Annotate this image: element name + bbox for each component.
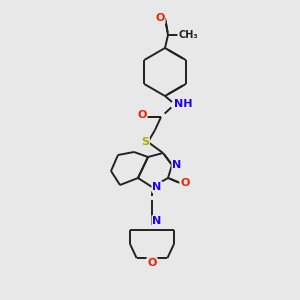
Text: N: N (152, 182, 162, 192)
Text: N: N (152, 216, 162, 226)
Text: N: N (172, 160, 182, 170)
Text: O: O (147, 258, 157, 268)
Text: S: S (141, 137, 149, 147)
Text: O: O (180, 178, 190, 188)
Text: NH: NH (174, 99, 192, 109)
Text: CH₃: CH₃ (178, 30, 198, 40)
Text: O: O (155, 13, 165, 23)
Text: O: O (137, 110, 147, 120)
